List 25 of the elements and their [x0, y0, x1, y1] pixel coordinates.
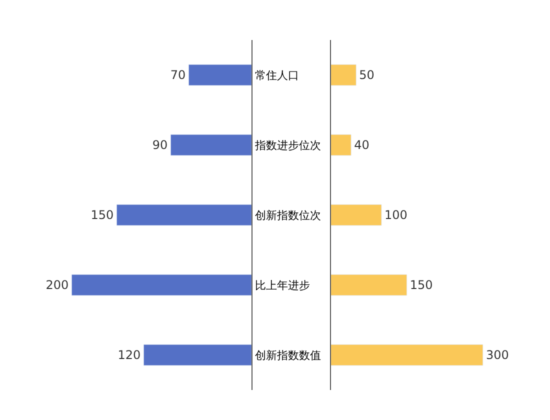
data-label: 150 — [410, 278, 433, 292]
data-label: 40 — [354, 138, 370, 152]
data-label: 50 — [359, 68, 374, 82]
data-label: 100 — [384, 208, 408, 222]
bar — [330, 344, 484, 366]
bar — [330, 64, 356, 86]
bar — [330, 134, 352, 156]
y-tick-label: 指数进步位次 — [254, 138, 321, 152]
bar — [188, 64, 252, 86]
data-label: 70 — [170, 68, 186, 82]
bar — [330, 274, 408, 296]
y-tick-label: 常住人口 — [254, 68, 299, 82]
y-tick-label: 创新指数位次 — [254, 208, 321, 222]
data-label: 90 — [152, 138, 168, 152]
bar — [170, 134, 252, 156]
y-tick-label: 创新指数数值 — [254, 348, 321, 362]
data-label: 200 — [46, 278, 69, 292]
data-label: 120 — [118, 348, 141, 362]
data-label: 150 — [90, 208, 114, 222]
y-tick-label: 比上年进步 — [254, 278, 310, 292]
bar — [330, 204, 382, 226]
bar — [116, 204, 252, 226]
bar — [71, 274, 252, 296]
bar — [143, 344, 252, 366]
data-label: 300 — [486, 348, 509, 362]
